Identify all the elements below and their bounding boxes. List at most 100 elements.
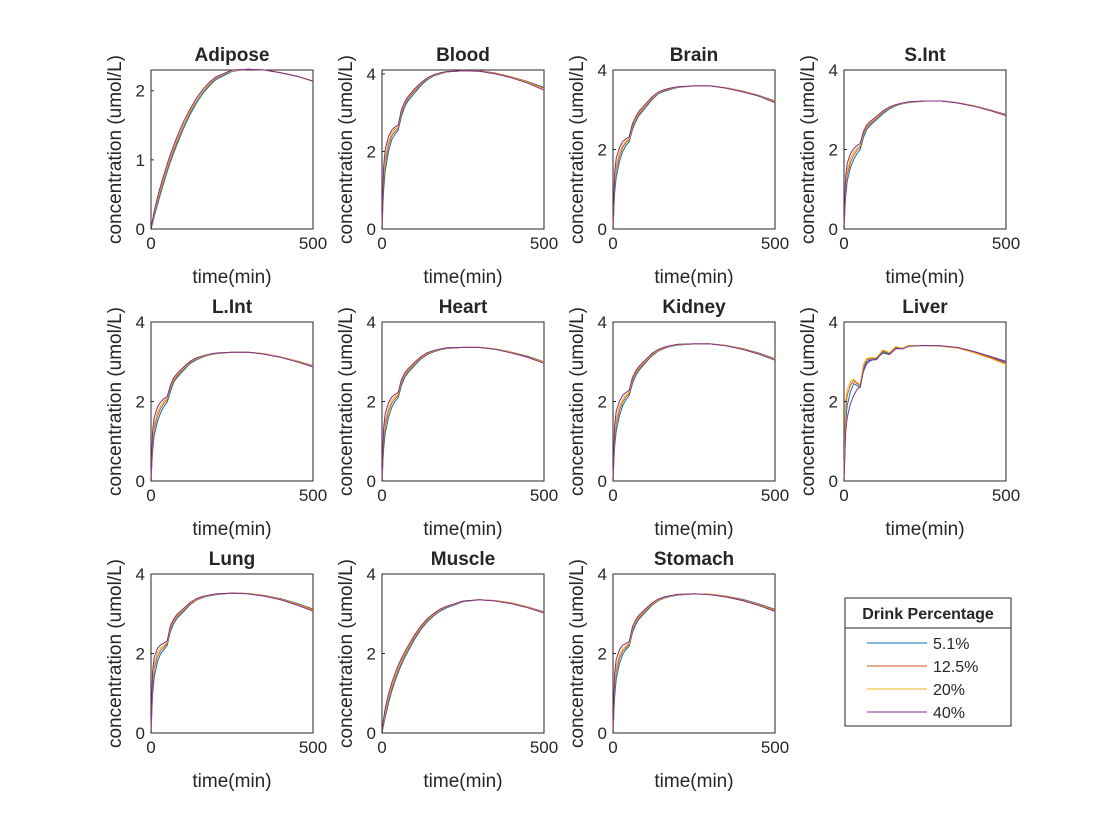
plot-area	[843, 321, 1007, 482]
x-tick-label: 0	[146, 486, 155, 505]
y-tick-label: 4	[136, 565, 145, 584]
x-tick-label: 500	[530, 738, 558, 757]
x-tick-label: 500	[992, 486, 1020, 505]
series-line-40	[381, 346, 545, 482]
plot-area	[612, 321, 776, 482]
series-line-40	[843, 100, 1007, 230]
plot-area	[381, 321, 545, 482]
plot-area	[150, 321, 314, 482]
y-tick-label: 0	[829, 472, 838, 491]
y-tick-label: 1	[136, 151, 145, 170]
plot-area	[843, 69, 1007, 230]
x-tick-label: 0	[377, 234, 386, 253]
panel-liver: 0 500 0 2 4 Liver time(min) concentration (umol…	[798, 297, 1020, 540]
x-tick-label: 500	[761, 738, 789, 757]
panel-title: Blood	[436, 45, 490, 66]
panel-brain: 0 500 0 2 4 Brain time(min) concentration (umol…	[567, 45, 789, 288]
panel-title: Lung	[209, 549, 255, 570]
series-line-40	[381, 70, 545, 230]
legend-label: 20%	[933, 682, 965, 699]
panel-title: Liver	[902, 297, 948, 318]
x-axis-label: time(min)	[192, 519, 271, 540]
y-tick-label: 2	[367, 142, 376, 161]
panel-title: Kidney	[662, 297, 726, 318]
legend-item-5-1: 5.1%	[867, 636, 969, 653]
x-axis-label: time(min)	[192, 771, 271, 792]
x-tick-label: 500	[992, 234, 1020, 253]
panel-adipose: 0 500 0 1 2 Adipose time(min) concentration (um…	[105, 45, 327, 288]
plot-area	[150, 573, 314, 734]
legend-box	[844, 597, 1012, 727]
y-axis-label: concentration (umol/L)	[798, 55, 819, 244]
y-axis-label: concentration (umol/L)	[798, 307, 819, 496]
y-tick-label: 2	[598, 141, 607, 160]
y-axis-label: concentration (umol/L)	[336, 55, 357, 244]
series-line-40	[150, 351, 314, 482]
x-tick-label: 0	[377, 486, 386, 505]
y-tick-label: 4	[136, 313, 145, 332]
panel-title: Brain	[670, 45, 719, 66]
y-tick-label: 4	[829, 61, 838, 80]
x-axis-label: time(min)	[192, 267, 271, 288]
x-tick-label: 0	[839, 234, 848, 253]
x-tick-label: 0	[608, 486, 617, 505]
panel-title: Heart	[439, 297, 488, 318]
y-axis-label: concentration (umol/L)	[567, 55, 588, 244]
panel-title: L.Int	[212, 297, 253, 318]
series-line-40	[612, 343, 776, 482]
plot-area	[150, 69, 314, 230]
x-axis-label: time(min)	[423, 519, 502, 540]
y-tick-label: 0	[829, 220, 838, 239]
panel-l-int: 0 500 0 2 4 L.Int time(min) concentration (umol…	[105, 297, 327, 540]
legend-label: 12.5%	[933, 659, 978, 676]
panel-blood: 0 500 0 2 4 Blood time(min) concentration (umol…	[336, 45, 558, 288]
y-tick-label: 2	[598, 645, 607, 664]
y-tick-label: 2	[136, 645, 145, 664]
x-tick-label: 500	[530, 486, 558, 505]
y-tick-label: 4	[367, 313, 376, 332]
y-tick-label: 2	[367, 393, 376, 412]
y-tick-label: 0	[598, 220, 607, 239]
x-axis-label: time(min)	[423, 771, 502, 792]
panel-lung: 0 500 0 2 4 Lung time(min) concentration (umol/…	[105, 549, 327, 792]
panel-muscle: 0 500 0 2 4 Muscle time(min) concentration (umo…	[336, 549, 558, 792]
panel-title: S.Int	[904, 45, 946, 66]
y-tick-label: 2	[829, 141, 838, 160]
panel-stomach: 0 500 0 2 4 Stomach time(min) concentration (um…	[567, 549, 789, 792]
x-tick-label: 0	[377, 738, 386, 757]
y-tick-label: 4	[367, 65, 376, 84]
y-tick-label: 4	[598, 313, 607, 332]
x-tick-label: 500	[299, 234, 327, 253]
x-tick-label: 500	[299, 486, 327, 505]
y-axis-label: concentration (umol/L)	[105, 559, 126, 748]
y-tick-label: 4	[829, 313, 838, 332]
panel-kidney: 0 500 0 2 4 Kidney time(min) concentration (umo…	[567, 297, 789, 540]
series-line-40	[150, 68, 314, 230]
y-tick-label: 0	[136, 472, 145, 491]
x-axis-label: time(min)	[885, 267, 964, 288]
x-axis-label: time(min)	[654, 519, 733, 540]
y-axis-label: concentration (umol/L)	[567, 559, 588, 748]
x-axis-label: time(min)	[654, 771, 733, 792]
x-axis-label: time(min)	[654, 267, 733, 288]
y-tick-label: 4	[598, 565, 607, 584]
y-tick-label: 2	[598, 393, 607, 412]
x-tick-label: 0	[839, 486, 848, 505]
panel-title: Muscle	[431, 549, 495, 570]
y-tick-label: 2	[829, 393, 838, 412]
legend-item-40: 40%	[867, 705, 965, 722]
panel-heart: 0 500 0 2 4 Heart time(min) concentration (umol…	[336, 297, 558, 540]
series-line-20	[843, 345, 1007, 482]
y-tick-label: 0	[598, 472, 607, 491]
plot-area	[612, 69, 776, 230]
y-tick-label: 0	[598, 724, 607, 743]
x-tick-label: 500	[761, 234, 789, 253]
x-tick-label: 0	[608, 234, 617, 253]
y-tick-label: 0	[367, 472, 376, 491]
series-line-40	[150, 592, 314, 734]
y-tick-label: 0	[136, 220, 145, 239]
x-tick-label: 0	[146, 738, 155, 757]
legend-title: Drink Percentage	[862, 606, 994, 623]
y-tick-label: 0	[367, 724, 376, 743]
